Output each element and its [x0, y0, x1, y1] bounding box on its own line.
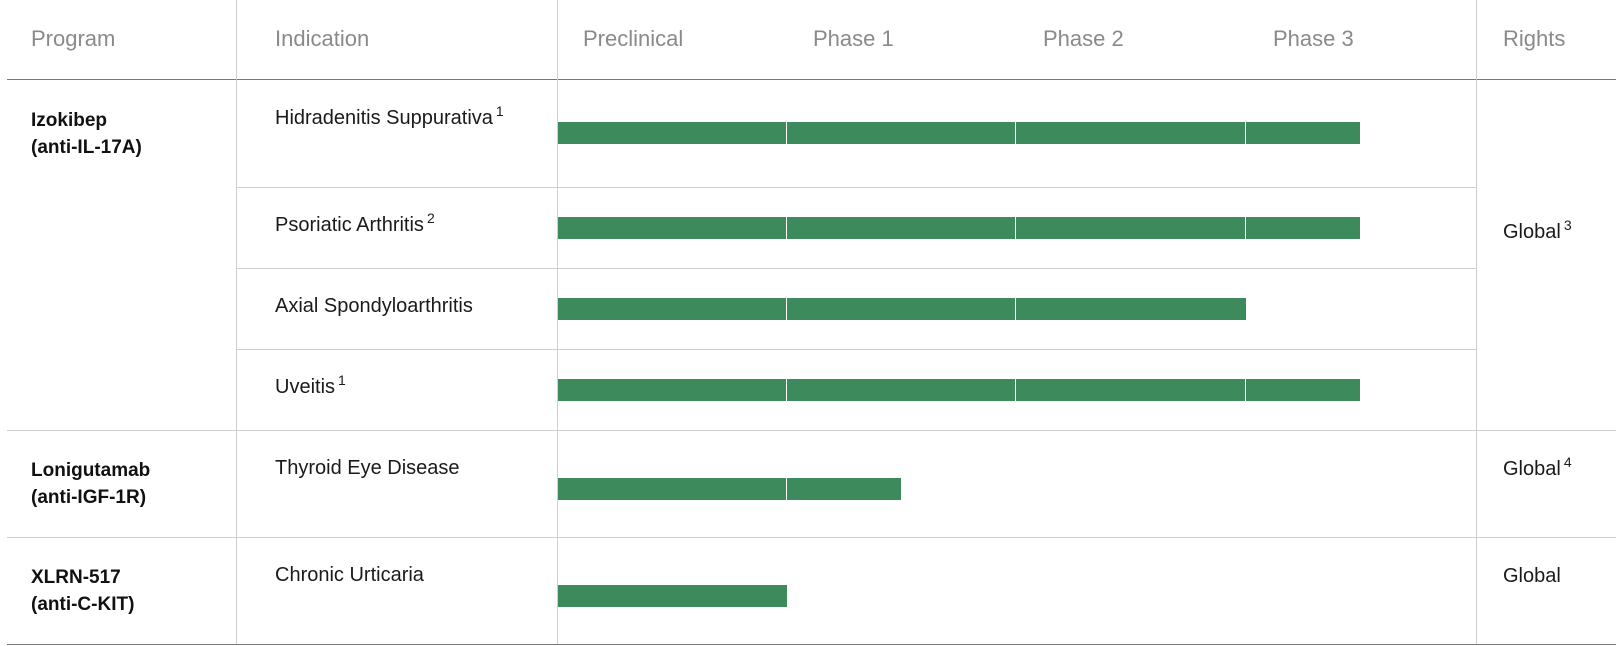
indication-text: Chronic Urticaria	[275, 564, 424, 586]
rights-footnote: 4	[1563, 454, 1572, 470]
program-divider	[7, 537, 1616, 538]
indication-label: Thyroid Eye Disease	[275, 457, 460, 480]
progress-bar-segment	[1245, 122, 1361, 144]
program-name: XLRN-517 (anti-C-KIT)	[31, 564, 134, 618]
progress-bar-segment	[786, 122, 1015, 144]
header-preclinical: Preclinical	[583, 26, 684, 51]
indication-label: Psoriatic Arthritis 2	[275, 211, 435, 237]
progress-bar	[557, 122, 1361, 144]
progress-bar-segment	[557, 585, 787, 607]
program-title: Lonigutamab	[31, 460, 151, 481]
progress-bar-segment	[557, 217, 786, 239]
header-program: Program	[31, 26, 116, 51]
progress-bar-segment	[557, 379, 786, 401]
header-phase-1: Phase 1	[813, 26, 894, 51]
indication-text: Uveitis	[275, 376, 336, 398]
progress-bar-segment	[1016, 122, 1245, 144]
progress-bar-segment	[557, 122, 786, 144]
row-divider	[236, 268, 1476, 269]
rights-footnote: 3	[1563, 217, 1572, 233]
indication-text: Thyroid Eye Disease	[275, 457, 460, 479]
header-indication: Indication	[275, 26, 370, 51]
program-name: Lonigutamab (anti-IGF-1R)	[31, 457, 150, 511]
program-target: (anti-IGF-1R)	[31, 487, 147, 508]
indication-text: Axial Spondyloarthritis	[275, 295, 473, 317]
header-divider	[7, 79, 1616, 80]
header-phase-2: Phase 2	[1043, 26, 1124, 51]
row-divider	[236, 349, 1476, 350]
rights-text: Global	[1503, 221, 1561, 243]
progress-bar-segment	[557, 478, 786, 500]
program-target: (anti-IL-17A)	[31, 137, 142, 158]
indication-label: Hidradenitis Suppurativa 1	[275, 104, 504, 130]
progress-bar-segment	[1016, 217, 1245, 239]
column-divider	[236, 0, 237, 644]
program-divider	[7, 430, 1616, 431]
rights-value: Global 4	[1503, 455, 1572, 481]
header-rights: Rights	[1503, 26, 1566, 51]
program-title: XLRN-517	[31, 567, 121, 588]
progress-bar-segment	[786, 298, 1015, 320]
indication-text: Psoriatic Arthritis	[275, 214, 424, 236]
rights-text: Global	[1503, 458, 1561, 480]
program-title: Izokibep	[31, 110, 108, 131]
progress-bar-segment	[786, 478, 902, 500]
progress-bar	[557, 478, 902, 500]
indication-label: Chronic Urticaria	[275, 564, 424, 587]
indication-text: Hidradenitis Suppurativa	[275, 107, 493, 129]
progress-bar	[557, 379, 1361, 401]
rights-text: Global	[1503, 565, 1561, 587]
header-phase-3: Phase 3	[1273, 26, 1354, 51]
column-divider	[1476, 0, 1477, 644]
progress-bar-segment	[1245, 217, 1361, 239]
progress-bar	[557, 217, 1361, 239]
indication-footnote: 1	[495, 103, 504, 119]
progress-bar-segment	[786, 379, 1015, 401]
rights-value: Global	[1503, 565, 1561, 588]
progress-bar	[557, 585, 787, 607]
progress-bar	[557, 298, 1246, 320]
indication-label: Uveitis 1	[275, 373, 346, 399]
indication-footnote: 1	[338, 372, 346, 388]
progress-bar-segment	[1016, 379, 1245, 401]
column-divider	[557, 0, 558, 644]
progress-bar-segment	[1016, 298, 1246, 320]
progress-bar-segment	[786, 217, 1015, 239]
program-target: (anti-C-KIT)	[31, 594, 135, 615]
progress-bar-segment	[1245, 379, 1361, 401]
row-divider	[236, 187, 1476, 188]
rights-value: Global 3	[1503, 218, 1572, 244]
indication-label: Axial Spondyloarthritis	[275, 295, 473, 318]
program-divider	[7, 644, 1616, 645]
progress-bar-segment	[557, 298, 786, 320]
indication-footnote: 2	[426, 210, 435, 226]
program-name: Izokibep (anti-IL-17A)	[31, 107, 142, 161]
